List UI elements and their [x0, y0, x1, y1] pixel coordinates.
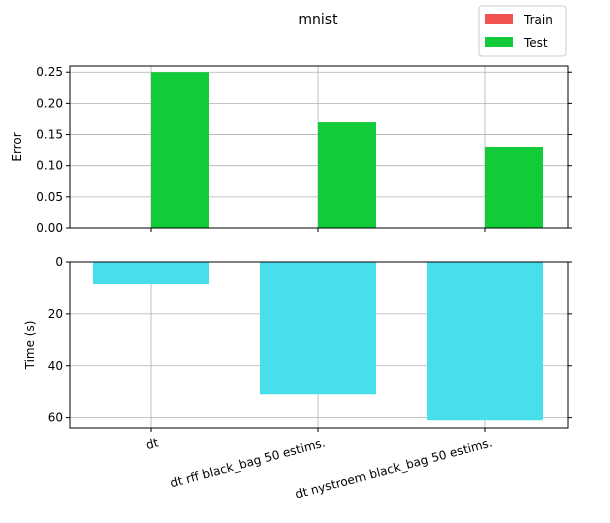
error-axes: 0.00 0.05 0.10 0.15 0.20 0.25 Error — [10, 65, 572, 235]
time-axes: 0 20 40 60 Time (s) dt dt rff black_bag 50 e… — [23, 255, 572, 502]
legend-label-test: Test — [523, 36, 548, 50]
legend: Train Test — [478, 5, 567, 57]
error-ytick-label: 0.20 — [36, 96, 63, 110]
error-bar-test — [151, 72, 209, 228]
error-ytick-label: 0.10 — [36, 159, 63, 173]
time-bar — [260, 262, 376, 395]
category-label: dt rff black_bag 50 estims. — [169, 435, 327, 490]
time-ytick-label: 20 — [48, 307, 63, 321]
category-labels: dt dt rff black_bag 50 estims.dt nystroem… — [144, 435, 494, 501]
error-ytick-label: 0.25 — [36, 65, 63, 79]
time-axes-frame — [69, 261, 569, 429]
time-ticks: 0 20 40 60 — [48, 255, 572, 432]
time-ytick-label: 40 — [48, 359, 63, 373]
time-bar — [427, 262, 543, 421]
error-bar-test — [318, 122, 376, 228]
error-ytick-label: 0.05 — [36, 190, 63, 204]
time-ytick-label: 60 — [48, 411, 63, 425]
error-ytick-label: 0.00 — [36, 221, 63, 235]
error-bar-test — [485, 147, 543, 228]
error-axes-frame — [69, 65, 569, 229]
time-axis-label: Time (s) — [23, 321, 37, 371]
time-bars — [93, 262, 543, 421]
error-bars — [151, 72, 543, 228]
legend-swatch-test — [485, 37, 513, 47]
legend-label-train: Train — [523, 13, 553, 27]
chart-title: mnist — [298, 12, 338, 28]
time-ytick-label: 0 — [55, 255, 63, 269]
legend-box — [478, 5, 567, 57]
time-bar — [93, 262, 209, 285]
category-label: dt — [144, 435, 160, 452]
legend-swatch-train — [485, 14, 513, 24]
error-ticks: 0.00 0.05 0.10 0.15 0.20 0.25 — [36, 65, 572, 235]
error-ytick-label: 0.15 — [36, 128, 63, 142]
error-axis-label: Error — [10, 132, 24, 161]
